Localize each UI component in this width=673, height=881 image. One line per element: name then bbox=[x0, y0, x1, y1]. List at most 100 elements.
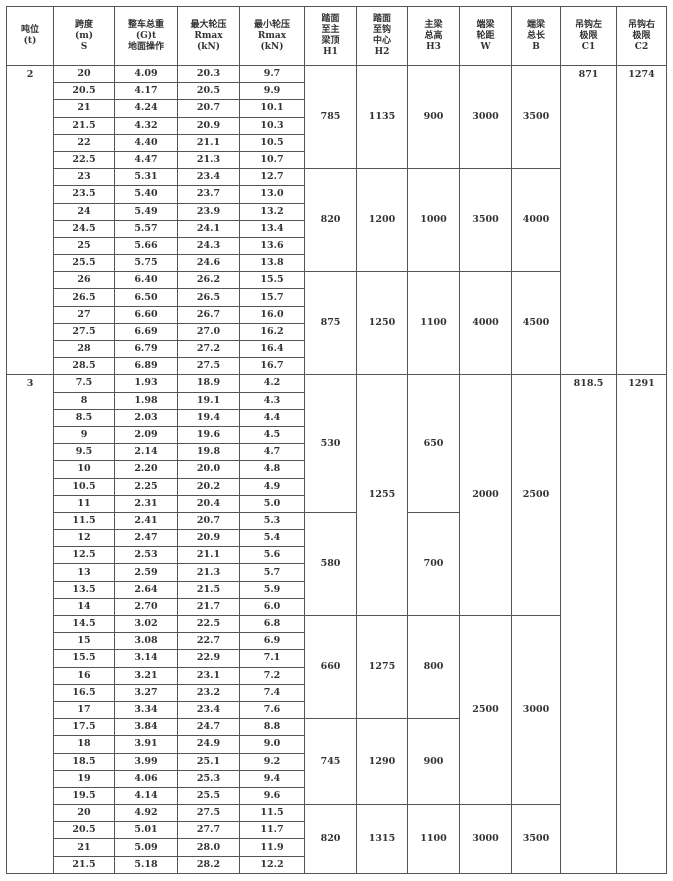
header-h3: 主梁 总高 H3 bbox=[407, 6, 460, 66]
min-wheel-load-cell: 13.6 bbox=[239, 236, 305, 256]
span-cell: 8.5 bbox=[53, 408, 115, 427]
h3-cell: 900 bbox=[407, 718, 460, 806]
span-cell: 26.5 bbox=[53, 288, 115, 307]
table-body: 2 20 4.09 20.3 9.7 785 1135 900 3000 3500 871 1274 2… bbox=[6, 64, 667, 874]
table-row: 12 2.47 20.9 5.4 bbox=[7, 529, 667, 548]
header-tonnage: 吨位 (t) bbox=[6, 6, 54, 66]
span-cell: 14 bbox=[53, 597, 115, 617]
header-line: 至主 bbox=[321, 25, 340, 35]
total-weight-cell: 3.02 bbox=[114, 614, 178, 634]
w-cell: 2000 bbox=[459, 374, 512, 616]
table-row: 2 20 4.09 20.3 9.7 785 1135 900 3000 3500 871 1274 bbox=[6, 64, 667, 376]
max-wheel-load-cell: 27.5 bbox=[177, 804, 240, 823]
header-line: B bbox=[532, 41, 540, 52]
c2-cell: 1291 bbox=[616, 374, 667, 874]
table-row: 21.5 5.18 28.2 12.2 bbox=[7, 855, 667, 874]
table-row: 15.5 3.14 22.9 7.1 bbox=[7, 649, 667, 668]
total-weight-cell: 2.03 bbox=[114, 408, 178, 427]
table-row: 16 3.21 23.1 7.2 bbox=[7, 666, 667, 685]
min-wheel-load-cell: 12.7 bbox=[239, 168, 305, 187]
h1-cell: 785 bbox=[304, 64, 357, 170]
max-wheel-load-cell: 19.4 bbox=[177, 408, 240, 427]
header-line: 最小轮压 bbox=[253, 19, 290, 30]
max-wheel-load-cell: 27.0 bbox=[177, 322, 240, 342]
total-weight-cell: 4.14 bbox=[114, 786, 178, 806]
h1-cell: 875 bbox=[304, 271, 357, 376]
table-row: 15 3.08 22.7 6.9 bbox=[7, 632, 667, 651]
max-wheel-load-cell: 24.9 bbox=[177, 735, 240, 754]
span-cell: 11 bbox=[53, 494, 115, 513]
min-wheel-load-cell: 13.2 bbox=[239, 202, 305, 221]
span-cell: 18 bbox=[53, 735, 115, 754]
max-wheel-load-cell: 27.7 bbox=[177, 821, 240, 840]
c2-cell: 1274 bbox=[616, 64, 667, 376]
span-cell: 13 bbox=[53, 563, 115, 582]
h2-cell: 1255 bbox=[356, 374, 408, 616]
min-wheel-load-cell: 10.3 bbox=[239, 116, 305, 135]
span-cell: 21 bbox=[53, 99, 115, 118]
max-wheel-load-cell: 26.7 bbox=[177, 305, 240, 324]
min-wheel-load-cell: 10.1 bbox=[239, 99, 305, 118]
span-cell: 9 bbox=[53, 425, 115, 445]
header-line: 梁顶 bbox=[321, 36, 340, 46]
header-line: 最大轮压 bbox=[190, 19, 227, 30]
min-wheel-load-cell: 9.4 bbox=[239, 769, 305, 788]
max-wheel-load-cell: 19.1 bbox=[177, 391, 240, 410]
header-h1: 踏面 至主 梁顶 H1 bbox=[304, 6, 357, 66]
h2-cell: 1200 bbox=[356, 168, 408, 273]
table-row: 12.5 2.53 21.1 5.6 bbox=[7, 546, 667, 565]
total-weight-cell: 3.99 bbox=[114, 752, 178, 771]
min-wheel-load-cell: 7.2 bbox=[239, 666, 305, 685]
min-wheel-load-cell: 5.4 bbox=[239, 529, 305, 548]
max-wheel-load-cell: 19.6 bbox=[177, 425, 240, 445]
max-wheel-load-cell: 23.4 bbox=[177, 168, 240, 187]
total-weight-cell: 4.17 bbox=[114, 82, 178, 101]
max-wheel-load-cell: 24.3 bbox=[177, 236, 240, 256]
min-wheel-load-cell: 4.5 bbox=[239, 425, 305, 445]
total-weight-cell: 2.31 bbox=[114, 494, 178, 513]
header-line: Rmax bbox=[257, 30, 287, 41]
h1-cell: 660 bbox=[304, 614, 357, 720]
total-weight-cell: 3.14 bbox=[114, 649, 178, 668]
span-cell: 21 bbox=[53, 838, 115, 857]
tonnage-cell: 3 bbox=[6, 374, 54, 874]
header-line: 踏面 bbox=[321, 14, 340, 24]
table-row: 9.5 2.14 19.8 4.7 bbox=[7, 443, 667, 462]
min-wheel-load-cell: 15.5 bbox=[239, 271, 305, 290]
max-wheel-load-cell: 21.3 bbox=[177, 150, 240, 170]
total-weight-cell: 2.47 bbox=[114, 529, 178, 548]
header-line: 极限 bbox=[632, 30, 651, 41]
header-line: 整车总重 bbox=[127, 19, 164, 30]
total-weight-cell: 1.93 bbox=[114, 374, 178, 393]
min-wheel-load-cell: 5.0 bbox=[239, 494, 305, 513]
header-c1: 吊钩左 极限 C1 bbox=[560, 6, 617, 66]
total-weight-cell: 3.27 bbox=[114, 683, 178, 702]
table-row: 24 5.49 23.9 13.2 bbox=[7, 202, 667, 221]
total-weight-cell: 6.60 bbox=[114, 305, 178, 324]
table-row: 26 6.40 26.2 15.5 875 1250 1100 4000 4500 bbox=[7, 271, 667, 376]
min-wheel-load-cell: 4.7 bbox=[239, 443, 305, 462]
total-weight-cell: 5.01 bbox=[114, 821, 178, 840]
span-cell: 20 bbox=[53, 804, 115, 823]
h1-cell: 820 bbox=[304, 168, 357, 273]
header-line: 地面操作 bbox=[127, 41, 164, 52]
span-cell: 23 bbox=[53, 168, 115, 187]
max-wheel-load-cell: 23.2 bbox=[177, 683, 240, 702]
header-line: (kN) bbox=[260, 41, 284, 52]
b-cell: 2500 bbox=[511, 374, 561, 616]
total-weight-cell: 5.49 bbox=[114, 202, 178, 221]
header-line: 吊钩右 bbox=[627, 19, 655, 30]
max-wheel-load-cell: 20.3 bbox=[177, 64, 240, 84]
min-wheel-load-cell: 13.0 bbox=[239, 185, 305, 204]
min-wheel-load-cell: 16.2 bbox=[239, 322, 305, 342]
header-line: Rmax bbox=[194, 30, 223, 41]
span-cell: 24 bbox=[53, 202, 115, 221]
header-line: 踏面 bbox=[372, 14, 391, 24]
max-wheel-load-cell: 23.7 bbox=[177, 185, 240, 204]
min-wheel-load-cell: 11.5 bbox=[239, 804, 305, 823]
span-cell: 27.5 bbox=[53, 322, 115, 342]
h3-cell: 700 bbox=[407, 511, 460, 617]
table-row: 19 4.06 25.3 9.4 bbox=[7, 769, 667, 788]
table-row: 18.5 3.99 25.1 9.2 bbox=[7, 752, 667, 771]
min-wheel-load-cell: 6.8 bbox=[239, 614, 305, 634]
